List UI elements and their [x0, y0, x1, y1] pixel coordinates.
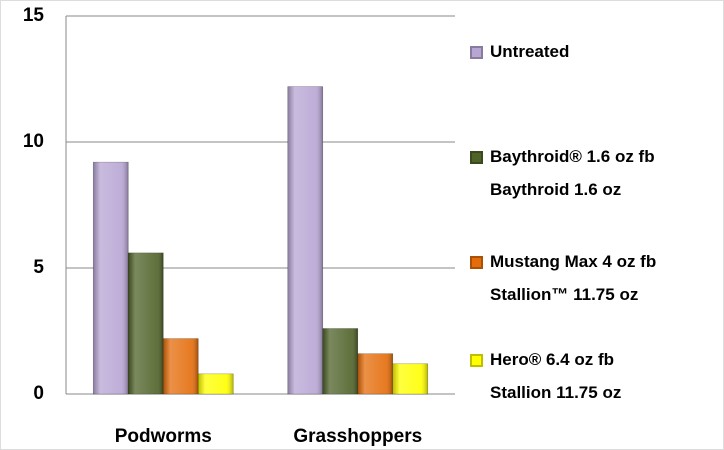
- y-tick-label: 0: [33, 383, 44, 404]
- legend-label: Baythroid® 1.6 oz fb Baythroid 1.6 oz: [490, 147, 655, 199]
- bar: [127, 252, 164, 395]
- legend-marker: [470, 256, 483, 269]
- bar: [322, 328, 359, 395]
- legend-marker: [470, 354, 483, 367]
- legend-label: Hero® 6.4 oz fb Stallion 11.75 oz: [490, 350, 622, 402]
- bar: [392, 363, 429, 395]
- x-tick-label: Grasshoppers: [293, 426, 422, 447]
- legend-label: Untreated: [490, 42, 570, 61]
- legend-item: Mustang Max 4 oz fb Stallion™ 11.75 oz: [470, 245, 656, 311]
- legend-item: Baythroid® 1.6 oz fb Baythroid 1.6 oz: [470, 140, 655, 206]
- bar: [92, 161, 129, 395]
- y-tick-label: 15: [23, 5, 45, 26]
- legend-marker: [470, 46, 483, 59]
- bar: [197, 373, 234, 395]
- legend-label: Mustang Max 4 oz fb Stallion™ 11.75 oz: [490, 252, 657, 304]
- y-tick-label: 10: [23, 131, 44, 152]
- bar: [357, 353, 394, 395]
- legend-item: Untreated: [470, 35, 569, 68]
- bar: [162, 338, 199, 395]
- y-tick-label: 5: [33, 257, 44, 278]
- legend-item: Hero® 6.4 oz fb Stallion 11.75 oz: [470, 343, 621, 409]
- legend-marker: [470, 151, 483, 164]
- x-tick-label: Podworms: [115, 426, 212, 447]
- bar: [287, 86, 324, 395]
